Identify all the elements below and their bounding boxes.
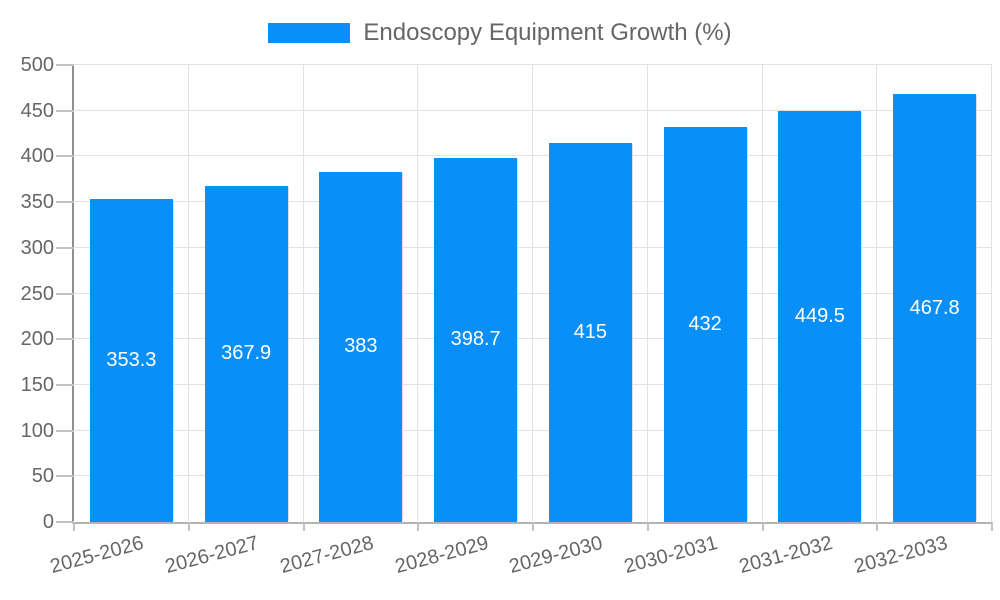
x-tick-mark xyxy=(761,522,764,531)
y-axis-tick-label: 350 xyxy=(20,191,54,214)
bar[interactable]: 415 xyxy=(548,142,632,522)
y-tick-mark xyxy=(56,201,74,204)
y-axis-tick-label: 0 xyxy=(42,511,54,533)
y-gridline xyxy=(74,109,992,111)
y-gridline xyxy=(74,383,992,385)
y-axis-tick-label: 300 xyxy=(20,236,54,259)
bar[interactable]: 467.8 xyxy=(893,94,977,522)
y-axis-tick-label: 400 xyxy=(20,145,54,168)
bar[interactable]: 449.5 xyxy=(778,111,862,522)
y-axis-tick-label: 200 xyxy=(20,328,54,351)
y-axis-line xyxy=(72,65,74,524)
bar-value-label: 367.9 xyxy=(221,342,272,365)
x-tick-mark xyxy=(302,522,305,531)
x-gridline xyxy=(646,65,648,522)
x-gridline xyxy=(302,65,304,522)
y-tick-mark xyxy=(56,475,74,478)
y-gridline xyxy=(74,155,992,157)
x-tick-mark xyxy=(417,522,420,531)
y-tick-mark xyxy=(56,429,74,432)
bar-value-label: 432 xyxy=(688,313,722,336)
y-tick-mark xyxy=(56,338,74,341)
y-axis-tick-label: 100 xyxy=(20,419,54,442)
y-gridline xyxy=(74,338,992,340)
y-tick-mark xyxy=(56,64,74,66)
bar[interactable]: 432 xyxy=(663,127,747,522)
y-gridline xyxy=(74,475,992,477)
x-gridline xyxy=(187,65,189,522)
bar-value-label: 398.7 xyxy=(450,328,501,351)
bar-value-label: 353.3 xyxy=(106,349,157,372)
y-gridline xyxy=(74,246,992,248)
y-tick-mark xyxy=(56,383,74,386)
y-tick-mark xyxy=(56,109,74,112)
x-tick-mark xyxy=(991,522,993,531)
x-gridline xyxy=(532,65,533,522)
plot-area: 353.3 367.9 383 398.7 415 432 449.5 467.8 xyxy=(56,64,993,531)
bar[interactable]: 398.7 xyxy=(434,157,518,522)
y-gridline xyxy=(74,64,992,65)
y-axis-tick-label: 50 xyxy=(31,465,54,488)
y-axis-tick-label: 250 xyxy=(20,282,54,305)
y-gridline xyxy=(74,429,992,431)
y-axis-tick-label: 500 xyxy=(20,54,54,76)
bar[interactable]: 383 xyxy=(319,171,403,522)
y-tick-mark xyxy=(56,246,74,249)
y-axis-tick-label: 450 xyxy=(20,99,54,122)
bar-value-label: 449.5 xyxy=(794,305,845,328)
y-gridline xyxy=(74,292,992,294)
y-gridline xyxy=(74,201,992,203)
x-tick-mark xyxy=(646,522,649,531)
x-gridline xyxy=(417,65,419,522)
x-gridline xyxy=(991,65,992,522)
bar[interactable]: 353.3 xyxy=(89,199,173,522)
y-tick-mark xyxy=(56,292,74,295)
bar[interactable]: 367.9 xyxy=(204,185,288,522)
legend-label: Endoscopy Equipment Growth (%) xyxy=(363,19,732,46)
bar-value-label: 383 xyxy=(344,335,378,358)
x-gridline xyxy=(761,65,763,522)
x-tick-mark xyxy=(73,522,75,531)
y-tick-mark xyxy=(56,155,74,158)
bar-value-label: 415 xyxy=(573,320,608,343)
x-gridline xyxy=(876,65,878,522)
bar-value-label: 467.8 xyxy=(909,296,960,319)
x-tick-mark xyxy=(187,522,190,531)
chart-legend[interactable]: Endoscopy Equipment Growth (%) xyxy=(0,15,1000,51)
legend-swatch xyxy=(268,23,351,43)
y-tick-mark xyxy=(56,521,74,523)
y-axis-tick-label: 150 xyxy=(20,373,54,396)
x-tick-mark xyxy=(532,522,534,531)
x-tick-mark xyxy=(876,522,879,531)
